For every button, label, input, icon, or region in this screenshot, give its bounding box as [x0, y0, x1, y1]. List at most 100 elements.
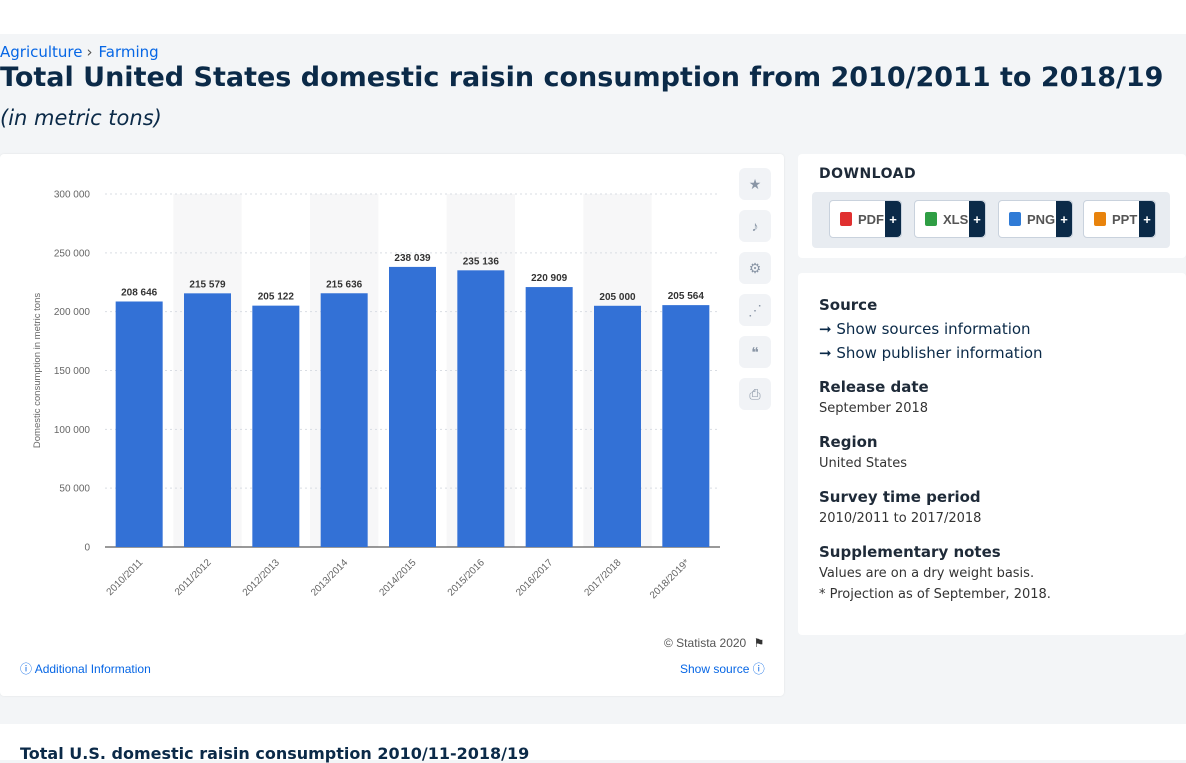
copyright-text: © Statista 2020: [664, 636, 747, 650]
breadcrumb: Agriculture › Farming: [0, 43, 159, 61]
download-ppt-button[interactable]: PPT +: [1083, 200, 1156, 238]
print-button[interactable]: ⎙: [739, 378, 771, 410]
flag-icon[interactable]: ⚑: [753, 636, 765, 650]
star-icon: ★: [748, 175, 762, 192]
top-bar: [0, 0, 1186, 34]
release-heading: Release date: [819, 378, 929, 396]
bar: [457, 270, 505, 547]
download-pdf-button[interactable]: PDF +: [829, 200, 902, 238]
page-subtitle: (in metric tons): [0, 106, 162, 130]
data-label: 238 039: [394, 253, 431, 264]
arrow-right-icon: ➞: [819, 320, 832, 338]
notes-heading: Supplementary notes: [819, 543, 1001, 561]
breadcrumb-farming[interactable]: Farming: [98, 43, 159, 61]
settings-button[interactable]: ⚙: [739, 252, 771, 284]
ppt-icon: [1094, 212, 1106, 226]
region-heading: Region: [819, 433, 878, 451]
additional-info-link[interactable]: ⓘ Additional Information: [20, 660, 151, 677]
bar: [115, 301, 163, 547]
show-publisher-link[interactable]: ➞ Show publisher information: [819, 344, 1043, 362]
x-tick-label: 2017/2018: [582, 557, 624, 599]
share-icon: ⋰: [748, 301, 762, 318]
region-value: United States: [819, 456, 908, 471]
plus-icon: +: [969, 201, 985, 237]
y-tick-label: 0: [84, 543, 90, 554]
chevron-right-icon: ›: [86, 43, 93, 61]
print-icon: ⎙: [749, 385, 761, 402]
x-tick-label: 2015/2016: [446, 557, 488, 599]
plus-icon: +: [1056, 201, 1072, 237]
x-tick-label: 2010/2011: [105, 557, 146, 598]
bar: [252, 305, 300, 547]
download-xls-label: XLS: [943, 211, 969, 227]
data-label: 220 909: [531, 273, 568, 284]
xls-icon: [925, 212, 937, 226]
data-label: 215 636: [326, 279, 363, 290]
x-tick-label: 2012/2013: [241, 557, 283, 599]
show-sources-link[interactable]: ➞ Show sources information: [819, 320, 1031, 338]
arrow-right-icon: ➞: [819, 344, 832, 362]
plus-icon: +: [1139, 201, 1155, 237]
download-xls-button[interactable]: XLS +: [914, 200, 986, 238]
info-icon: ⓘ: [752, 662, 765, 676]
data-label: 235 136: [463, 256, 500, 267]
y-tick-label: 150 000: [54, 366, 91, 377]
y-tick-label: 300 000: [54, 190, 91, 201]
bar: [594, 305, 641, 547]
related-title: Total U.S. domestic raisin consumption 2…: [20, 744, 530, 763]
notification-button[interactable]: ♪: [739, 210, 771, 242]
info-card: [798, 273, 1186, 635]
x-tick-label: 2013/2014: [309, 557, 351, 599]
survey-value: 2010/2011 to 2017/2018: [819, 511, 982, 526]
bar: [320, 293, 368, 547]
x-tick-label: 2018/2019*: [648, 557, 692, 601]
cite-button[interactable]: ❝: [739, 336, 771, 368]
bar: [389, 266, 436, 547]
favorite-button[interactable]: ★: [739, 168, 771, 200]
x-tick-label: 2016/2017: [514, 557, 556, 599]
data-label: 205 564: [668, 291, 705, 302]
download-pdf-label: PDF: [858, 211, 884, 227]
y-tick-label: 200 000: [54, 307, 91, 318]
bar: [662, 305, 710, 547]
show-publisher-label: Show publisher information: [836, 344, 1043, 362]
y-axis-label: Domestic consumption in metric tons: [32, 293, 43, 448]
related-card: [0, 724, 1186, 760]
y-tick-label: 100 000: [54, 425, 91, 436]
additional-info-label: Additional Information: [34, 662, 151, 676]
show-sources-label: Show sources information: [836, 320, 1031, 338]
notes-line-1: Values are on a dry weight basis.: [819, 566, 1035, 581]
download-png-label: PNG: [1027, 211, 1056, 227]
bell-icon: ♪: [751, 218, 759, 234]
y-tick-label: 50 000: [59, 484, 90, 495]
x-tick-label: 2011/2012: [173, 557, 214, 598]
bar-chart: 0 50 000 100 000 150 000 200 000 250 000 300 0…: [32, 190, 720, 601]
copyright: © Statista 2020 ⚑: [664, 636, 764, 650]
quote-icon: ❝: [751, 343, 759, 360]
notes-line-2: * Projection as of September, 2018.: [819, 587, 1051, 602]
share-button[interactable]: ⋰: [739, 294, 771, 326]
survey-heading: Survey time period: [819, 488, 981, 506]
breadcrumb-agriculture[interactable]: Agriculture: [0, 43, 83, 61]
release-value: September 2018: [819, 401, 929, 416]
chart-toolbar: ★ ♪ ⚙ ⋰ ❝ ⎙: [739, 168, 771, 420]
page-title: Total United States domestic raisin cons…: [0, 62, 1164, 93]
data-label: 205 122: [258, 292, 295, 303]
y-tick-label: 250 000: [54, 248, 91, 259]
download-png-button[interactable]: PNG +: [998, 200, 1073, 238]
bar: [184, 293, 231, 547]
bar: [525, 287, 573, 547]
png-icon: [1009, 212, 1021, 226]
download-title: DOWNLOAD: [819, 166, 917, 182]
show-source-link[interactable]: Show source ⓘ: [680, 660, 765, 677]
info-icon: ⓘ: [20, 662, 33, 676]
x-tick-label: 2014/2015: [377, 557, 419, 599]
plus-icon: +: [885, 201, 901, 237]
show-source-label: Show source: [680, 662, 750, 676]
pdf-icon: [840, 212, 852, 226]
data-label: 205 000: [599, 292, 636, 303]
data-label: 215 579: [189, 279, 226, 290]
data-label: 208 646: [121, 287, 158, 298]
download-ppt-label: PPT: [1112, 211, 1138, 227]
source-heading: Source: [819, 296, 878, 314]
